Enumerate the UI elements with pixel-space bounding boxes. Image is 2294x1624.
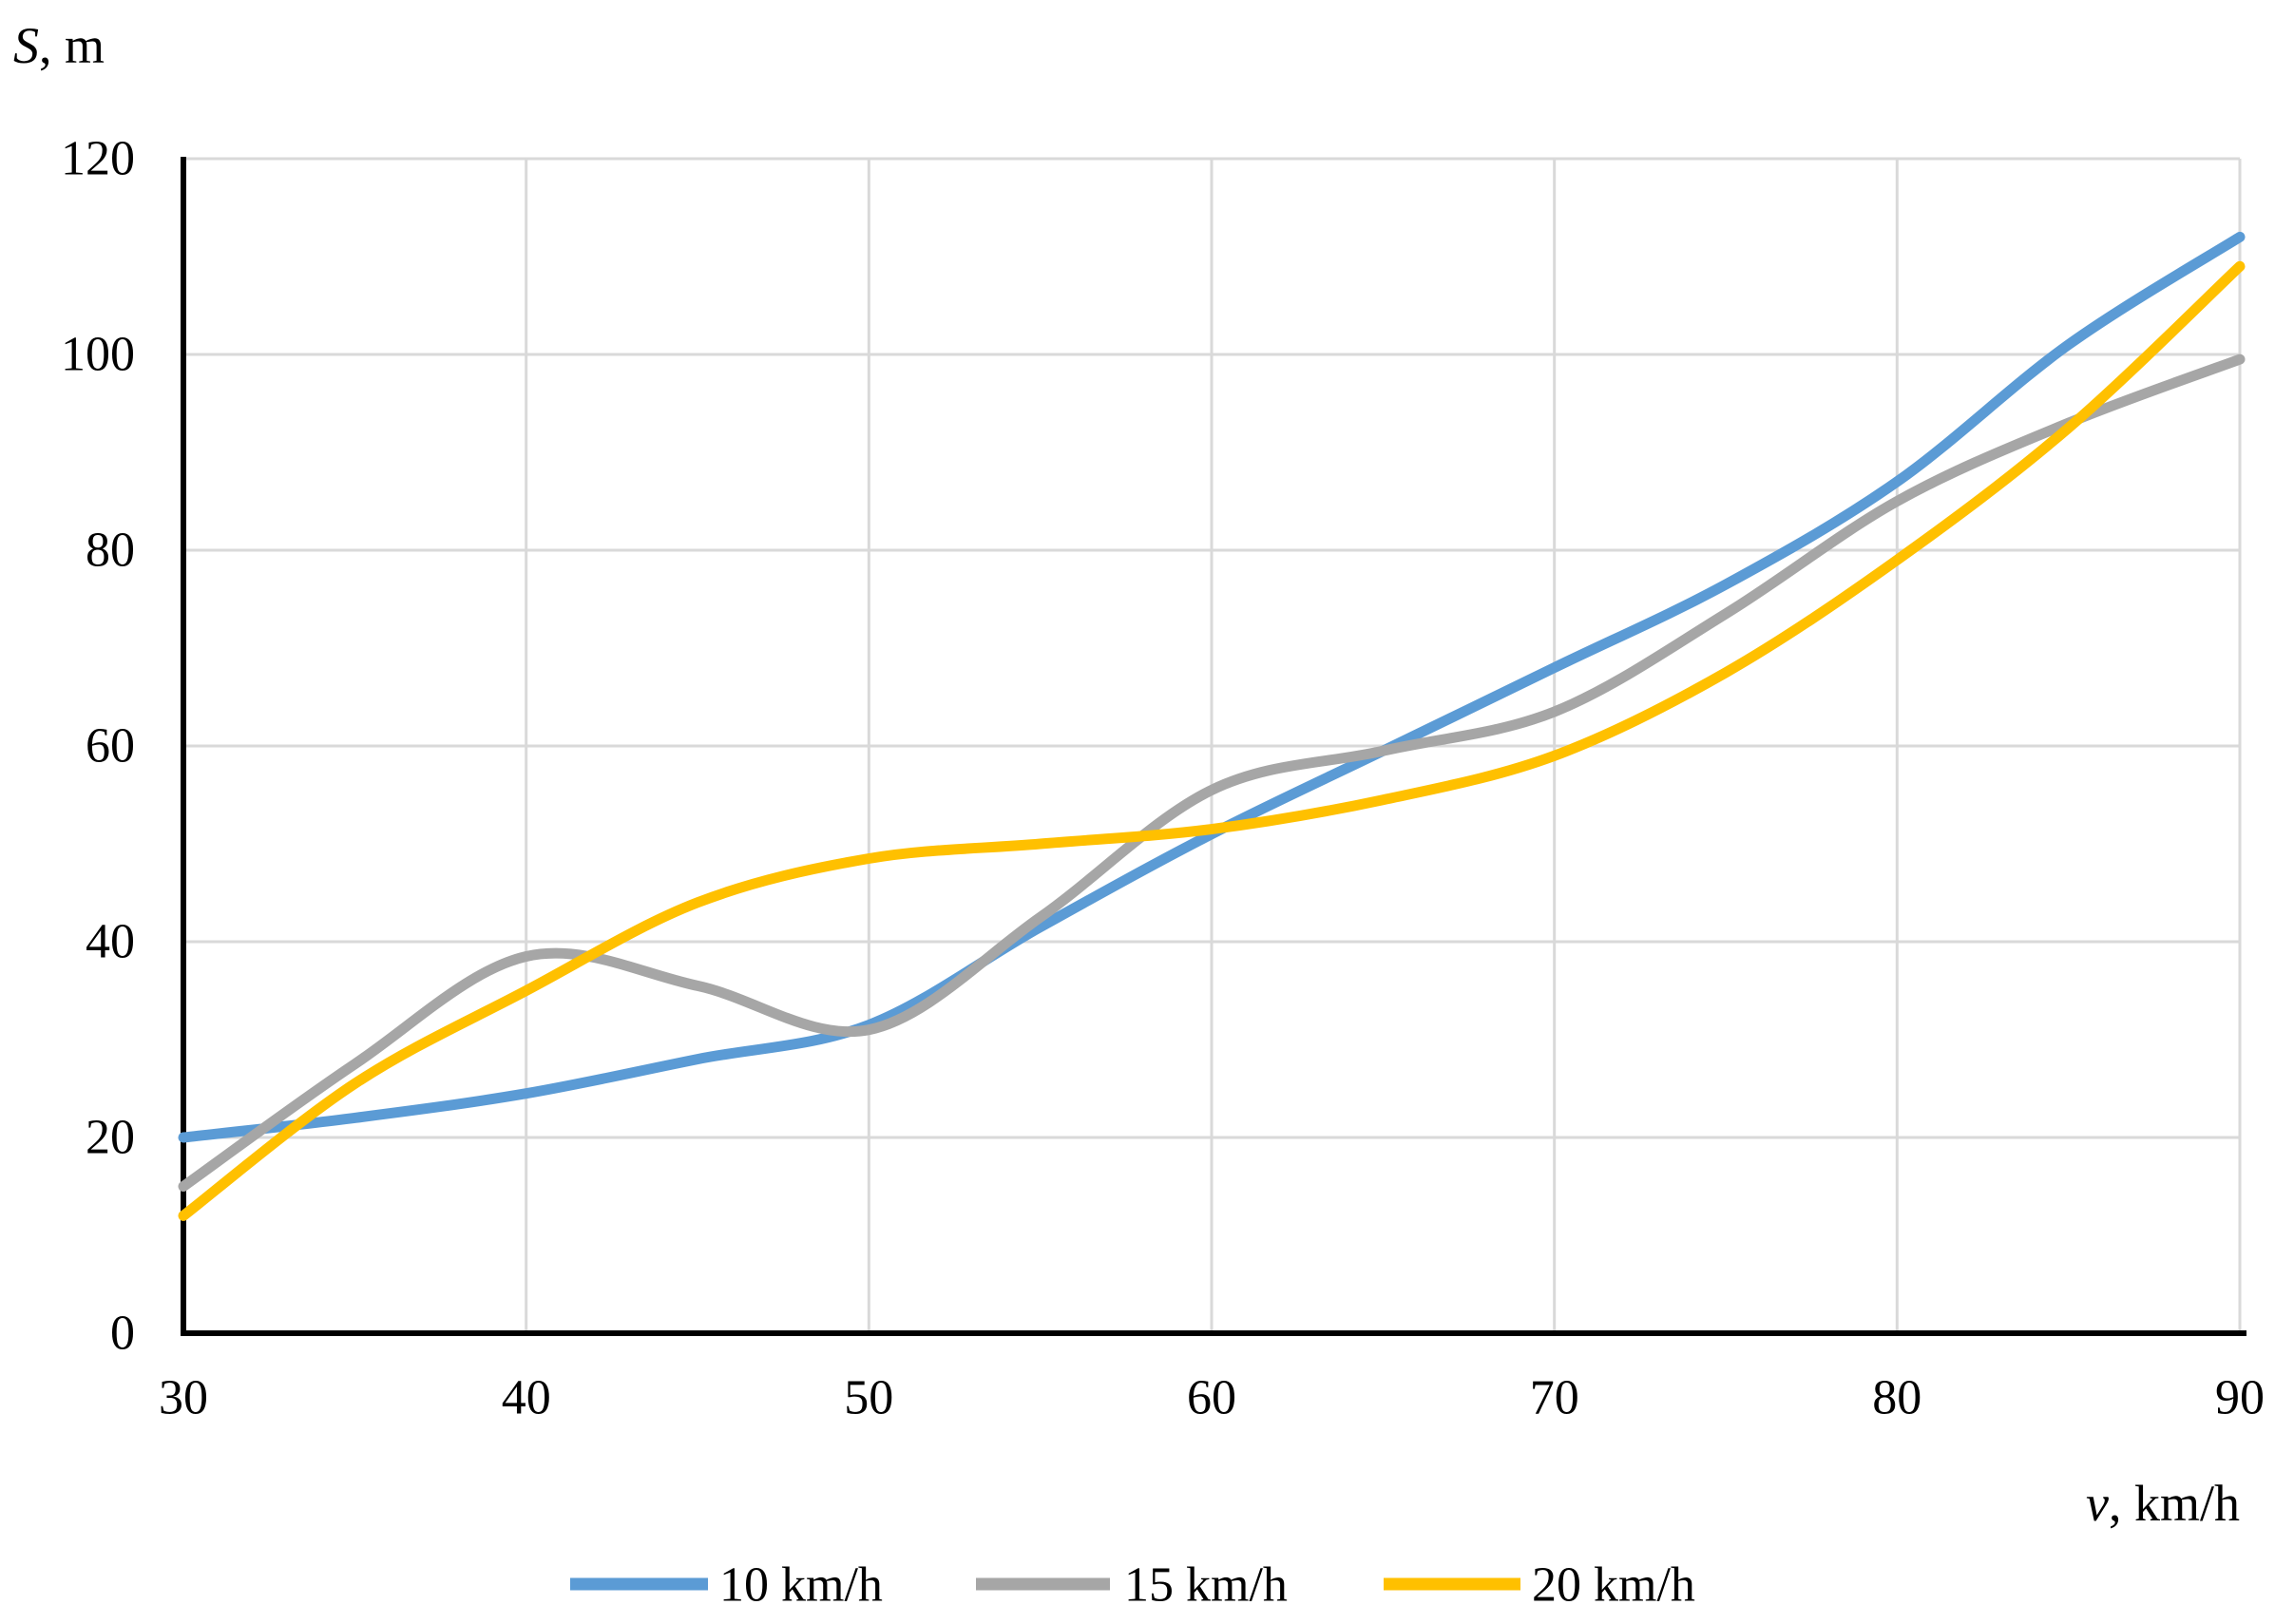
- y-tick-label-40: 40: [86, 915, 135, 969]
- y-tick-label-60: 60: [86, 719, 135, 774]
- x-axis-unit: , km/h: [2109, 1475, 2240, 1532]
- legend-label: 15 km/h: [1124, 1558, 1288, 1613]
- y-tick-label-20: 20: [86, 1111, 135, 1165]
- legend: 10 km/h 15 km/h 20 km/h: [570, 1558, 1695, 1613]
- series-line-20-km-h: [178, 260, 2246, 1221]
- x-axis-symbol: v: [2086, 1475, 2109, 1532]
- y-tick-label-120: 120: [61, 132, 135, 186]
- x-tick-label-80: 80: [1872, 1371, 1921, 1425]
- x-tick-label-40: 40: [502, 1371, 551, 1425]
- legend-item-20-km-h: 20 km/h: [1384, 1558, 1695, 1613]
- y-tick-label-80: 80: [86, 524, 135, 578]
- legend-item-10-km-h: 10 km/h: [570, 1558, 883, 1613]
- y-tick-label-100: 100: [61, 328, 135, 382]
- y-axis-symbol: S: [13, 17, 39, 74]
- y-axis-unit: , m: [39, 17, 105, 74]
- x-tick-label-30: 30: [159, 1371, 208, 1425]
- legend-label: 10 km/h: [719, 1558, 883, 1613]
- series-line-15-km-h: [178, 353, 2246, 1192]
- legend-label: 20 km/h: [1532, 1558, 1695, 1613]
- series-curves: [178, 231, 2246, 1221]
- x-axis-title: v, km/h: [2086, 1475, 2240, 1532]
- x-tick-label-60: 60: [1187, 1371, 1236, 1425]
- gridlines: [183, 157, 2242, 1333]
- y-tick-label-0: 0: [110, 1307, 135, 1361]
- y-axis-title: S, m: [13, 17, 105, 74]
- tick-labels: 0 20 40 60 80 100 120 30 40 50 60 70 80 90: [61, 132, 2265, 1425]
- x-tick-label-70: 70: [1530, 1371, 1579, 1425]
- x-tick-label-90: 90: [2215, 1371, 2265, 1425]
- legend-item-15-km-h: 15 km/h: [976, 1558, 1288, 1613]
- x-tick-label-50: 50: [844, 1371, 893, 1425]
